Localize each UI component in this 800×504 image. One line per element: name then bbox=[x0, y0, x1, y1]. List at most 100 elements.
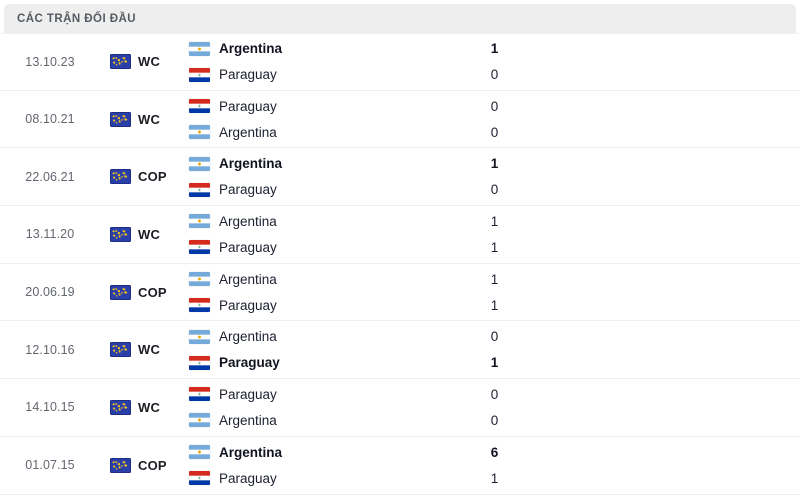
teams-cell: Paraguay Argentina bbox=[185, 91, 410, 148]
competition-cell[interactable]: WC bbox=[100, 321, 185, 378]
argentina-flag bbox=[189, 214, 210, 228]
argentina-flag bbox=[189, 125, 210, 139]
paraguay-flag bbox=[189, 471, 210, 485]
competition-label: WC bbox=[138, 227, 160, 242]
argentina-flag bbox=[189, 272, 210, 286]
competition-cell[interactable]: COP bbox=[100, 437, 185, 494]
competition-label: COP bbox=[138, 169, 167, 184]
away-team-row[interactable]: Paraguay bbox=[189, 66, 410, 84]
away-team-row[interactable]: Paraguay bbox=[189, 469, 410, 487]
home-team-score: 6 bbox=[491, 443, 499, 461]
away-team-name: Argentina bbox=[219, 125, 277, 140]
home-team-row[interactable]: Argentina bbox=[189, 40, 410, 58]
away-team-score: 1 bbox=[491, 354, 499, 372]
home-team-name: Argentina bbox=[219, 445, 282, 460]
row-spacer bbox=[580, 321, 800, 378]
competition-cell[interactable]: WC bbox=[100, 34, 185, 90]
competition-cell[interactable]: COP bbox=[100, 148, 185, 205]
match-date-cell: 12.10.16 bbox=[0, 321, 100, 378]
paraguay-flag bbox=[189, 183, 210, 197]
away-team-row[interactable]: Argentina bbox=[189, 411, 410, 429]
match-date: 08.10.21 bbox=[25, 112, 74, 126]
competition-label: COP bbox=[138, 285, 167, 300]
teams-cell: Argentina Paraguay bbox=[185, 206, 410, 263]
away-team-score: 0 bbox=[491, 123, 499, 141]
paraguay-flag bbox=[189, 240, 210, 254]
away-team-score: 1 bbox=[491, 238, 499, 256]
row-spacer bbox=[580, 379, 800, 436]
match-date: 22.06.21 bbox=[25, 170, 74, 184]
paraguay-flag bbox=[189, 356, 210, 370]
away-team-score: 0 bbox=[491, 181, 499, 199]
teams-cell: Argentina Paraguay bbox=[185, 264, 410, 321]
home-team-row[interactable]: Argentina bbox=[189, 270, 410, 288]
away-team-row[interactable]: Argentina bbox=[189, 123, 410, 141]
home-team-row[interactable]: Argentina bbox=[189, 443, 410, 461]
world-map-icon bbox=[110, 169, 131, 184]
row-spacer bbox=[580, 264, 800, 321]
away-team-name: Paraguay bbox=[219, 471, 277, 486]
row-spacer bbox=[580, 148, 800, 205]
home-team-name: Argentina bbox=[219, 156, 282, 171]
teams-cell: Argentina Paraguay bbox=[185, 34, 410, 90]
away-team-score: 1 bbox=[491, 469, 499, 487]
match-row[interactable]: 22.06.21 COP Argentina Paraguay 1 0 bbox=[0, 148, 800, 206]
competition-cell[interactable]: WC bbox=[100, 206, 185, 263]
away-team-name: Argentina bbox=[219, 413, 277, 428]
home-team-row[interactable]: Argentina bbox=[189, 212, 410, 230]
home-team-row[interactable]: Paraguay bbox=[189, 97, 410, 115]
match-row[interactable]: 08.10.21 WC Paraguay Argentina 0 0 bbox=[0, 91, 800, 149]
away-team-row[interactable]: Paraguay bbox=[189, 181, 410, 199]
home-team-name: Paraguay bbox=[219, 99, 277, 114]
competition-cell[interactable]: WC bbox=[100, 379, 185, 436]
home-team-score: 1 bbox=[491, 155, 499, 173]
away-team-name: Paraguay bbox=[219, 355, 280, 370]
competition-cell[interactable]: WC bbox=[100, 91, 185, 148]
home-team-score: 1 bbox=[491, 270, 499, 288]
teams-cell: Argentina Paraguay bbox=[185, 437, 410, 494]
panel-header: CÁC TRẬN ĐỐI ĐẦU bbox=[4, 4, 796, 33]
match-date-cell: 13.11.20 bbox=[0, 206, 100, 263]
row-spacer bbox=[580, 34, 800, 90]
home-team-score: 1 bbox=[491, 40, 499, 58]
match-date-cell: 08.10.21 bbox=[0, 91, 100, 148]
match-date-cell: 01.07.15 bbox=[0, 437, 100, 494]
home-team-name: Argentina bbox=[219, 214, 277, 229]
away-team-row[interactable]: Paraguay bbox=[189, 238, 410, 256]
match-date: 20.06.19 bbox=[25, 285, 74, 299]
argentina-flag bbox=[189, 413, 210, 427]
world-map-icon bbox=[110, 112, 131, 127]
match-date-cell: 13.10.23 bbox=[0, 34, 100, 90]
teams-cell: Argentina Paraguay bbox=[185, 321, 410, 378]
paraguay-flag bbox=[189, 387, 210, 401]
world-map-icon bbox=[110, 227, 131, 242]
away-team-score: 1 bbox=[491, 296, 499, 314]
row-spacer bbox=[580, 91, 800, 148]
home-team-row[interactable]: Argentina bbox=[189, 328, 410, 346]
home-team-name: Argentina bbox=[219, 329, 277, 344]
home-team-row[interactable]: Argentina bbox=[189, 155, 410, 173]
away-team-score: 0 bbox=[491, 66, 499, 84]
match-date: 14.10.15 bbox=[25, 400, 74, 414]
row-spacer bbox=[580, 437, 800, 494]
competition-label: WC bbox=[138, 342, 160, 357]
world-map-icon bbox=[110, 400, 131, 415]
match-date: 01.07.15 bbox=[25, 458, 74, 472]
home-team-row[interactable]: Paraguay bbox=[189, 385, 410, 403]
world-map-icon bbox=[110, 342, 131, 357]
competition-cell[interactable]: COP bbox=[100, 264, 185, 321]
away-team-row[interactable]: Paraguay bbox=[189, 354, 410, 372]
away-team-row[interactable]: Paraguay bbox=[189, 296, 410, 314]
home-team-score: 0 bbox=[491, 97, 499, 115]
match-date-cell: 20.06.19 bbox=[0, 264, 100, 321]
